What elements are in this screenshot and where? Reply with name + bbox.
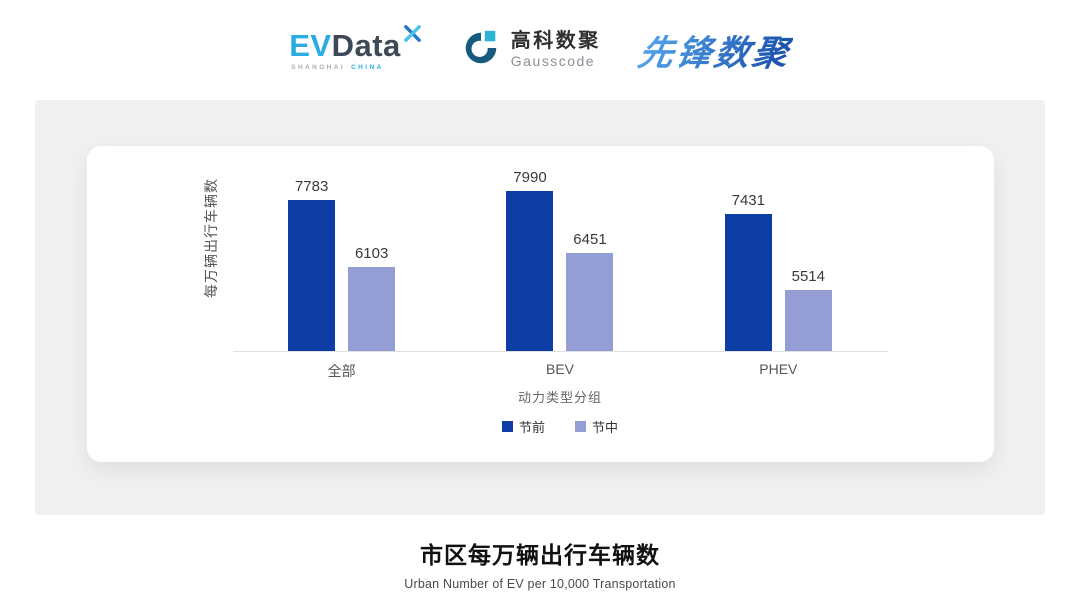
- category-label: 全部: [327, 363, 356, 379]
- report-subtitle: Urban Number of EV per 10,000 Transporta…: [404, 577, 676, 591]
- evdata-shanghai-text: SHANGHAI: [291, 63, 346, 71]
- category-label: BEV: [545, 361, 574, 377]
- legend-swatch: [575, 421, 586, 432]
- bar-wrap: 5514: [784, 268, 832, 351]
- evdata-china-text: CHINA: [351, 63, 384, 71]
- bar-wrap: 7431: [724, 192, 772, 351]
- bar-during-festival[interactable]: [566, 253, 614, 351]
- category-label: PHEV: [759, 361, 798, 377]
- gausscode-g-icon: [460, 27, 502, 74]
- bar-group: 7431 5514: [669, 172, 887, 351]
- bar-wrap: 6103: [348, 245, 396, 351]
- bar-value-label: 7783: [294, 178, 329, 195]
- legend-label: 节中: [592, 420, 619, 435]
- evdata-logo: EV Data SHANGHAI CHINA: [289, 24, 422, 71]
- bar-value-label: 7431: [731, 192, 765, 209]
- gausscode-en-text: Gausscode: [510, 53, 596, 70]
- bar-value-label: 5514: [791, 268, 825, 285]
- brand-header: EV Data SHANGHAI CHINA 高科数聚 Gausscode: [0, 0, 1080, 100]
- bar-pre-festival[interactable]: [724, 214, 772, 351]
- legend-item[interactable]: 节中: [575, 417, 618, 436]
- x-axis-label: 动力类型分组: [517, 390, 602, 405]
- gausscode-logo: 高科数聚 Gausscode: [460, 27, 601, 74]
- legend-swatch: [501, 421, 513, 432]
- bar-pre-festival[interactable]: [288, 200, 336, 351]
- bar-group: 7783 6103: [233, 172, 451, 351]
- plot-area: 7783 6103 7990 6451 7431 5514: [232, 169, 888, 352]
- pioneer-logo: 先锋数聚: [634, 25, 795, 76]
- bar-wrap: 7990: [506, 169, 554, 351]
- legend-label: 节前: [518, 420, 545, 435]
- category-row: 全部 BEV PHEV: [233, 352, 888, 381]
- bar-wrap: 6451: [566, 231, 614, 351]
- bar-pre-festival[interactable]: [506, 191, 554, 351]
- bar-value-label: 6451: [573, 231, 607, 248]
- gausscode-wordmark: 高科数聚 Gausscode: [511, 30, 601, 69]
- report-title: 市区每万辆出行车辆数: [420, 542, 660, 568]
- bar-group: 7990 6451: [451, 169, 669, 351]
- bar-during-festival[interactable]: [348, 267, 396, 351]
- report-footer: 市区每万辆出行车辆数 Urban Number of EV per 10,000…: [0, 536, 1080, 591]
- bar-wrap: 7783: [288, 178, 336, 351]
- chart-card: 每万辆出行车辆数 7783 6103 7990 6451 7431 5514 全部 BEV P…: [86, 146, 994, 462]
- legend-item[interactable]: 节前: [501, 417, 545, 436]
- evdata-star-icon: [403, 24, 422, 47]
- chart-panel: 每万辆出行车辆数 7783 6103 7990 6451 7431 5514 全部 BEV P…: [35, 100, 1045, 515]
- bar-chart: 每万辆出行车辆数 7783 6103 7990 6451 7431 5514 全部 BEV P…: [87, 146, 994, 462]
- evdata-wordmark: EV Data: [289, 24, 422, 63]
- bar-value-label: 6103: [354, 245, 389, 262]
- evdata-data-text: Data: [331, 27, 401, 63]
- bar-during-festival[interactable]: [784, 290, 832, 351]
- evdata-tagline: SHANGHAI CHINA: [289, 64, 422, 71]
- y-axis-label: 每万辆出行车辆数: [202, 178, 219, 298]
- gausscode-cn-text: 高科数聚: [510, 30, 601, 53]
- evdata-ev-text: EV: [289, 27, 332, 63]
- bar-value-label: 7990: [513, 169, 547, 186]
- chart-legend: 节前 节中: [233, 417, 888, 436]
